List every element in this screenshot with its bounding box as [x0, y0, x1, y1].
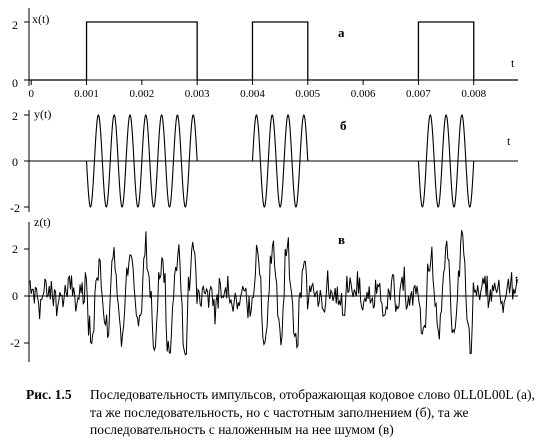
panel-a-y-tick-0: 0	[12, 76, 18, 90]
panel-c-y-label: z(t)	[34, 215, 51, 229]
panel-c-noisy-signal: 2 0 -2 z(t) в t	[10, 215, 519, 362]
panel-a-x-tick-label: 0.003	[185, 88, 210, 100]
figure: 2 0 x(t) а t 0 0.001 0.002 0.003 0.004 0.005 0…	[10, 8, 519, 362]
panel-a-x-tick-label: 0.005	[295, 88, 320, 100]
panel-b-y-tick-2: 2	[12, 109, 18, 123]
caption-text: Последовательность импульсов, отображающ…	[90, 387, 535, 437]
panel-a-x-tick-label: 0.008	[461, 88, 486, 100]
panel-a-y-label: x(t)	[32, 12, 49, 26]
panel-a-x-tick-label: 0	[28, 88, 34, 100]
panel-b-signal-line	[29, 114, 518, 208]
panel-a-x-tick-label: 0.006	[351, 88, 376, 100]
panel-a-x-label: t	[511, 56, 515, 70]
panel-a-x-tick-label: 0.007	[406, 88, 431, 100]
panel-a-signal-line	[29, 21, 518, 81]
panel-a-letter: а	[338, 25, 345, 40]
panel-c-letter: в	[338, 232, 345, 247]
panel-a-x-tick-label: 0.004	[240, 88, 265, 100]
panel-b-y-label: y(t)	[34, 107, 51, 121]
panel-c-signal-line	[28, 230, 519, 356]
panel-c-y-tick-neg2: -2	[10, 336, 20, 350]
panel-a-pulse-train: 2 0 x(t) а t 0 0.001 0.002 0.003 0.004 0.005 0…	[12, 8, 518, 100]
panel-b-modulated-signal: 2 0 -2 y(t) б t	[10, 107, 518, 215]
panel-c-y-tick-0: 0	[12, 289, 18, 303]
panel-c-x-label: t	[515, 272, 519, 286]
panel-a-y-tick-2: 2	[12, 18, 18, 32]
panel-b-y-tick-0: 0	[12, 155, 18, 169]
panel-a-x-tick-label: 0.002	[129, 88, 154, 100]
panel-b-x-label: t	[507, 134, 511, 148]
panel-a-x-tick-label: 0.001	[74, 88, 99, 100]
panel-b-y-tick-neg2: -2	[10, 201, 20, 215]
panel-b-letter: б	[340, 118, 347, 133]
caption-label: Рис. 1.5	[26, 387, 72, 402]
panel-c-y-tick-2: 2	[12, 242, 18, 256]
figure-caption: Рис. 1.5 Последовательность импульсов, о…	[26, 386, 538, 439]
